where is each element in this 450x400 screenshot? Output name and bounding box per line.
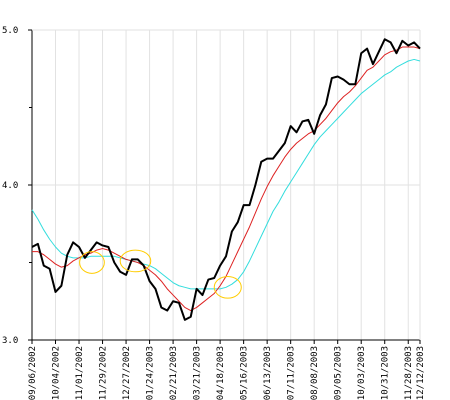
- x-tick-label: 06/13/2003: [263, 346, 273, 400]
- x-tick-label: 08/08/2003: [310, 346, 320, 400]
- long-moving-average-line: [31, 58, 421, 290]
- x-tick-label: 09/06/2002: [28, 346, 38, 400]
- x-tick-label: 05/16/2003: [240, 346, 250, 400]
- tick-labels: 09/06/2002 10/04/2002 11/01/2002 11/29/2002…: [2, 26, 426, 400]
- y-tick-label: 5.0: [2, 26, 18, 36]
- price-line: [31, 38, 421, 321]
- x-tick-label: 10/03/2003: [357, 346, 367, 400]
- y-tick-label: 3.0: [2, 336, 18, 346]
- y-tick-label: 4.0: [2, 181, 18, 191]
- x-tick-label: 01/24/2003: [146, 346, 156, 400]
- crossover-highlight-ellipse: [119, 249, 152, 273]
- annotations: [79, 249, 242, 299]
- x-tick-label: 07/11/2003: [287, 346, 297, 400]
- x-tick-label: 11/01/2002: [75, 346, 85, 400]
- x-tick-label: 12/12/2003: [416, 346, 426, 400]
- x-tick-label: 12/27/2002: [122, 346, 132, 400]
- x-tick-label: 10/04/2002: [52, 346, 62, 400]
- short-moving-average-line: [32, 46, 421, 312]
- axes: [28, 29, 421, 344]
- x-tick-label: 09/05/2003: [334, 346, 344, 400]
- x-tick-label: 03/21/2003: [193, 346, 203, 400]
- x-tick-label: 02/21/2003: [169, 346, 179, 400]
- x-tick-label: 11/29/2002: [99, 346, 109, 400]
- x-tick-label: 11/28/2003: [404, 346, 414, 400]
- crossover-highlight-ellipse: [79, 251, 105, 274]
- x-tick-label: 04/18/2003: [216, 346, 226, 400]
- crossover-highlight-ellipse: [213, 275, 242, 299]
- x-tick-label: 10/31/2003: [381, 346, 391, 400]
- series: [31, 38, 421, 321]
